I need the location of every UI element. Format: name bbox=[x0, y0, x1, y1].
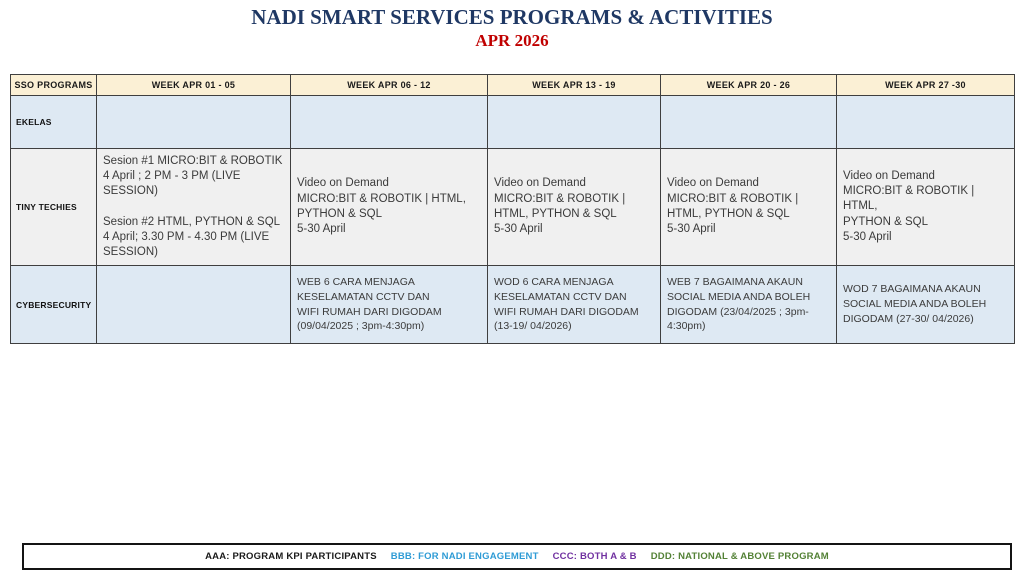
legend-item-bbb: BBB: FOR NADI ENGAGEMENT bbox=[390, 551, 539, 562]
cell-tiny-techies-week5: Video on Demand MICRO:BIT & ROBOTIK | HT… bbox=[836, 148, 1015, 266]
table-row-cybersecurity: CYBERSECURITY WEB 6 CARA MENJAGA KESELAM… bbox=[10, 265, 1015, 344]
row-label-cybersecurity: CYBERSECURITY bbox=[10, 265, 97, 344]
cell-cybersecurity-week4: WEB 7 BAGAIMANA AKAUN SOCIAL MEDIA ANDA … bbox=[660, 265, 837, 344]
table-row-tiny-techies: TINY TECHIES Sesion #1 MICRO:BIT & ROBOT… bbox=[10, 148, 1015, 266]
cell-cybersecurity-week1 bbox=[96, 265, 291, 344]
cell-tiny-techies-week3: Video on Demand MICRO:BIT & ROBOTIK | HT… bbox=[487, 148, 661, 266]
row-label-ekelas: EKELAS bbox=[10, 95, 97, 149]
legend-item-aaa: AAA: PROGRAM KPI PARTICIPANTS bbox=[205, 551, 377, 562]
legend-item-ddd: DDD: NATIONAL & ABOVE PROGRAM bbox=[650, 551, 829, 562]
cell-tiny-techies-week4: Video on Demand MICRO:BIT & ROBOTIK | HT… bbox=[660, 148, 837, 266]
legend-box: AAA: PROGRAM KPI PARTICIPANTS BBB: FOR N… bbox=[22, 543, 1012, 570]
cell-cybersecurity-week2: WEB 6 CARA MENJAGA KESELAMATAN CCTV DAN … bbox=[290, 265, 488, 344]
table-row-ekelas: EKELAS bbox=[10, 95, 1015, 149]
cell-ekelas-week5 bbox=[836, 95, 1015, 149]
cell-ekelas-week4 bbox=[660, 95, 837, 149]
cell-cybersecurity-week3: WOD 6 CARA MENJAGA KESELAMATAN CCTV DAN … bbox=[487, 265, 661, 344]
programs-schedule-table: SSO PROGRAMS WEEK APR 01 - 05 WEEK APR 0… bbox=[10, 74, 1015, 344]
cell-ekelas-week1 bbox=[96, 95, 291, 149]
cell-tiny-techies-week1: Sesion #1 MICRO:BIT & ROBOTIK 4 April ; … bbox=[96, 148, 291, 266]
page-subtitle: APR 2026 bbox=[475, 31, 549, 50]
column-header-week-apr-06-12: WEEK APR 06 - 12 bbox=[290, 74, 488, 96]
column-header-sso-programs: SSO PROGRAMS bbox=[10, 74, 97, 96]
page-title: NADI SMART SERVICES PROGRAMS & ACTIVITIE… bbox=[251, 5, 773, 29]
column-header-week-apr-13-19: WEEK APR 13 - 19 bbox=[487, 74, 661, 96]
cell-tiny-techies-week2: Video on Demand MICRO:BIT & ROBOTIK | HT… bbox=[290, 148, 488, 266]
row-label-tiny-techies: TINY TECHIES bbox=[10, 148, 97, 266]
legend-item-ccc: CCC: BOTH A & B bbox=[552, 551, 637, 562]
cell-ekelas-week2 bbox=[290, 95, 488, 149]
column-header-week-apr-20-26: WEEK APR 20 - 26 bbox=[660, 74, 837, 96]
column-header-week-apr-27-30: WEEK APR 27 -30 bbox=[836, 74, 1015, 96]
column-header-week-apr-01-05: WEEK APR 01 - 05 bbox=[96, 74, 291, 96]
table-header-row: SSO PROGRAMS WEEK APR 01 - 05 WEEK APR 0… bbox=[10, 74, 1015, 96]
cell-cybersecurity-week5: WOD 7 BAGAIMANA AKAUN SOCIAL MEDIA ANDA … bbox=[836, 265, 1015, 344]
cell-ekelas-week3 bbox=[487, 95, 661, 149]
